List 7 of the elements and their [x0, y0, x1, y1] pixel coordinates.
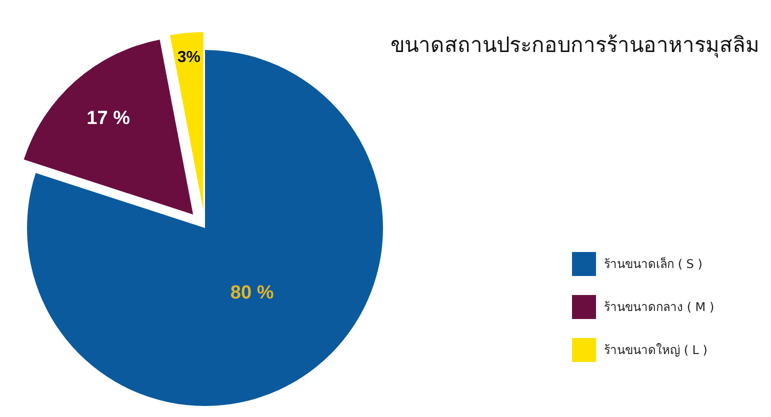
- data-label: 3%: [177, 49, 200, 66]
- legend-label: ร้านขนาดกลาง ( M ): [604, 300, 714, 314]
- data-label: 80 %: [230, 282, 274, 304]
- chart-title: ขนาดสถานประกอบการร้านอาหารมุสลิม: [390, 33, 760, 58]
- legend-label: ร้านขนาดเล็ก ( S ): [604, 256, 702, 271]
- legend-label: ร้านขนาดใหญ่ ( L ): [604, 343, 708, 357]
- data-label: 17 %: [86, 108, 130, 129]
